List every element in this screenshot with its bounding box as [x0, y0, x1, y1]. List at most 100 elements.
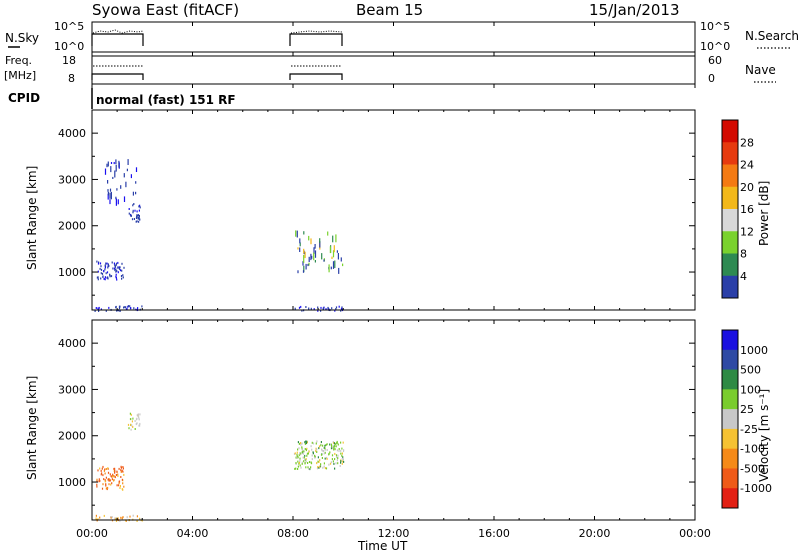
echo-cell [331, 447, 333, 450]
echo-cell [335, 462, 337, 465]
echo-cell [121, 478, 123, 481]
echo-cell [328, 264, 330, 273]
echo-cell [138, 220, 140, 223]
echo-cell [113, 267, 116, 270]
echo-cell [305, 458, 307, 460]
echo-cell [111, 516, 113, 519]
echo-cell [132, 514, 134, 517]
echo-cell [120, 465, 122, 468]
echo-cell [298, 461, 300, 464]
echo-cell [307, 263, 309, 267]
echo-cell [115, 474, 117, 476]
echo-cell [314, 260, 316, 263]
echo-cell [298, 442, 300, 445]
echo-cell [306, 440, 308, 443]
velocity-colorbar-label: Velocity [m s⁻¹] [757, 389, 771, 482]
colorbar-segment [722, 468, 738, 489]
echo-cell [305, 442, 307, 445]
echo-cell [342, 460, 344, 463]
echo-cell [328, 463, 330, 466]
echo-cell [323, 446, 325, 449]
echo-cell [105, 272, 107, 275]
velocity-panel: 1000 2000 3000 4000 Slant Range [km] [25, 319, 696, 522]
echo-cell [306, 452, 309, 455]
x-tick-label: 08:00 [277, 527, 309, 540]
echo-cell [305, 449, 307, 452]
echo-cell [117, 271, 119, 274]
echo-cell [299, 242, 301, 247]
echo-cell [341, 454, 343, 457]
power-ylabel: Slant Range [km] [25, 166, 39, 270]
echo-cell [304, 251, 306, 259]
echo-cell [139, 204, 141, 207]
echo-cell [340, 307, 343, 310]
echo-cell [336, 459, 338, 462]
colorbar-tick-label: 4 [740, 270, 747, 283]
echo-cell [97, 518, 99, 521]
colorbar-tick-label: 8 [740, 248, 747, 261]
colorbar-tick-label: -500 [740, 462, 765, 475]
echo-cell [115, 518, 117, 521]
colorbar-tick-label: 500 [740, 364, 761, 377]
echo-cell [109, 188, 112, 192]
echo-cell [300, 442, 302, 444]
echo-cell [125, 181, 127, 188]
echo-cell [115, 268, 117, 271]
echo-cell [115, 262, 118, 265]
y-tick-label: 3000 [58, 383, 86, 396]
freq-frame [91, 55, 696, 85]
echo-cell [137, 214, 140, 217]
echo-cell [310, 466, 312, 469]
echo-cell [304, 462, 306, 465]
echo-cell [116, 517, 118, 520]
echo-cell [100, 265, 102, 268]
echo-cell [300, 466, 302, 469]
echo-cell [114, 264, 116, 267]
nsky-tick-bottom: 10^0 [54, 40, 84, 53]
echo-cell [332, 261, 335, 269]
echo-cell [333, 442, 335, 444]
freq-trace-1 [91, 73, 144, 80]
echo-cell [109, 473, 111, 476]
echo-cell [315, 442, 317, 445]
y-tick-label: 2000 [58, 220, 86, 233]
echo-cell [135, 191, 137, 195]
echo-cell [103, 270, 105, 273]
y-tick-label: 1000 [58, 266, 86, 279]
echo-cell [97, 270, 99, 273]
echo-cell [312, 442, 315, 445]
colorbar-segment [722, 275, 738, 299]
echo-cell [104, 468, 106, 471]
echo-cell [114, 269, 116, 272]
echo-cell [310, 462, 313, 465]
echo-cell [313, 308, 315, 311]
echo-cell [338, 449, 340, 452]
freq-unit: [MHz] [4, 69, 36, 82]
echo-cell [296, 453, 298, 456]
nsky-frame [91, 21, 696, 53]
echo-cell [100, 277, 102, 280]
echo-cell [100, 473, 102, 476]
echo-cell [333, 446, 335, 449]
echo-cell [103, 514, 105, 517]
echo-cell [299, 238, 301, 244]
echo-cell [119, 305, 121, 308]
y-tick-label: 3000 [58, 173, 86, 186]
power-colorbar: 28 24 20 16 12 8 4 [721, 119, 754, 299]
echo-cell [107, 276, 109, 279]
echo-cell [323, 452, 325, 455]
echo-cell [293, 452, 296, 455]
colorbar-frame [721, 119, 739, 299]
echo-cell [139, 424, 141, 427]
echo-cell [117, 266, 119, 269]
nsearch-trace-1 [92, 29, 144, 34]
echo-cell [132, 209, 134, 212]
echo-cell [117, 473, 119, 476]
echo-cell [305, 466, 307, 469]
echo-cell [297, 270, 299, 274]
echo-cell [295, 462, 297, 464]
echo-cell [107, 263, 109, 266]
echo-cell [105, 484, 107, 487]
echo-cell [130, 428, 132, 431]
echo-cell [334, 445, 336, 448]
